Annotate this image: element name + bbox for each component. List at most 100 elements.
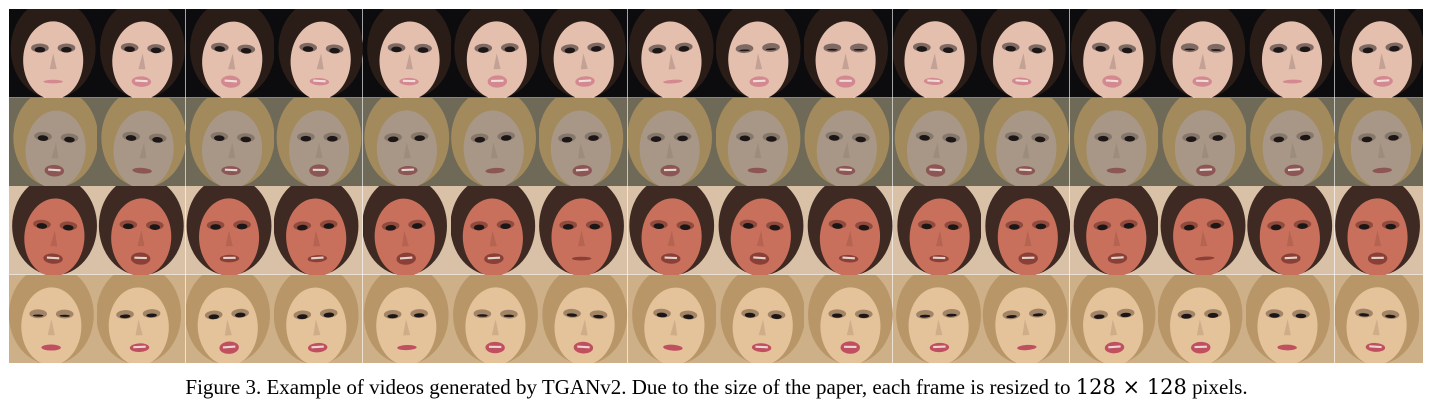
video-frame: [274, 97, 363, 186]
video-frame: [627, 9, 716, 98]
video-frame: [1157, 9, 1247, 98]
face-image: [627, 9, 716, 98]
video-frame: [804, 97, 893, 186]
face-image: [185, 186, 275, 275]
video-frame: [981, 186, 1070, 275]
video-frame: [716, 9, 805, 98]
video-frame: [804, 274, 893, 363]
caption-math: 128 × 128: [1075, 375, 1187, 399]
face-image: [362, 97, 451, 186]
video-frame: [450, 97, 540, 186]
video-frame: [1246, 97, 1335, 186]
video-frame: [716, 97, 805, 186]
face-image: [97, 97, 186, 186]
face-image: [274, 186, 363, 275]
video-frame: [1069, 274, 1158, 363]
video-frame: [627, 97, 716, 186]
video-frames-figure: [9, 9, 1423, 363]
video-frame: [627, 186, 716, 275]
video-frame: [1069, 186, 1158, 275]
video-frame: [274, 9, 363, 98]
video-frame: [362, 9, 451, 98]
video-frame: [1334, 9, 1423, 98]
caption-text-after: pixels.: [1186, 375, 1248, 399]
face-image: [1069, 186, 1158, 275]
face-image: [9, 186, 98, 275]
face-image: [539, 186, 628, 275]
video-frame: [1157, 274, 1247, 363]
face-image: [981, 97, 1070, 186]
video-frame: [1334, 97, 1423, 186]
face-image: [804, 274, 893, 363]
video-frame: [981, 9, 1070, 98]
video-frame: [97, 97, 186, 186]
video-frame: [804, 9, 893, 98]
face-image: [892, 186, 982, 275]
video-frame: [981, 97, 1070, 186]
video-frame: [892, 274, 982, 363]
face-image: [1157, 97, 1247, 186]
face-image: [716, 274, 805, 363]
face-image: [1069, 274, 1158, 363]
face-image: [804, 9, 893, 98]
face-image: [1069, 9, 1158, 98]
video-frame: [892, 97, 982, 186]
video-frame: [716, 186, 805, 275]
video-frame: [185, 97, 275, 186]
face-image: [539, 274, 628, 363]
video-frame: [539, 186, 628, 275]
face-image: [185, 9, 275, 98]
face-image: [1334, 274, 1423, 363]
face-image: [1246, 186, 1335, 275]
video-frame: [97, 274, 186, 363]
video-frame: [9, 97, 98, 186]
face-image: [627, 97, 716, 186]
face-image: [804, 186, 893, 275]
video-frame: [274, 274, 363, 363]
video-frame: [362, 97, 451, 186]
face-image: [716, 9, 805, 98]
video-frame: [185, 274, 275, 363]
face-image: [274, 97, 363, 186]
video-frames-grid: [9, 9, 1423, 363]
face-image: [627, 186, 716, 275]
video-frame: [97, 9, 186, 98]
video-frame: [9, 9, 98, 98]
video-frame: [804, 186, 893, 275]
video-frame: [1246, 9, 1335, 98]
face-image: [1334, 186, 1423, 275]
face-image: [9, 9, 98, 98]
face-image: [1334, 97, 1423, 186]
face-image: [450, 9, 540, 98]
video-frame: [539, 9, 628, 98]
face-image: [892, 274, 982, 363]
face-image: [97, 274, 186, 363]
face-image: [1157, 9, 1247, 98]
video-frame: [1069, 97, 1158, 186]
video-frame: [362, 186, 451, 275]
video-frame: [185, 186, 275, 275]
face-image: [892, 9, 982, 98]
figure-caption: Figure 3. Example of videos generated by…: [0, 372, 1433, 402]
face-image: [274, 274, 363, 363]
face-image: [362, 9, 451, 98]
video-frame: [97, 186, 186, 275]
face-image: [981, 186, 1070, 275]
video-frame: [627, 274, 716, 363]
face-image: [185, 274, 275, 363]
face-image: [1157, 186, 1247, 275]
face-image: [9, 274, 98, 363]
face-image: [981, 9, 1070, 98]
face-image: [450, 186, 540, 275]
video-frame: [1157, 186, 1247, 275]
video-frame: [450, 186, 540, 275]
video-frame: [1334, 186, 1423, 275]
face-image: [450, 97, 540, 186]
face-image: [1069, 97, 1158, 186]
face-image: [892, 97, 982, 186]
face-image: [539, 9, 628, 98]
video-frame: [892, 9, 982, 98]
video-frame: [1157, 97, 1247, 186]
face-image: [185, 97, 275, 186]
face-image: [981, 274, 1070, 363]
